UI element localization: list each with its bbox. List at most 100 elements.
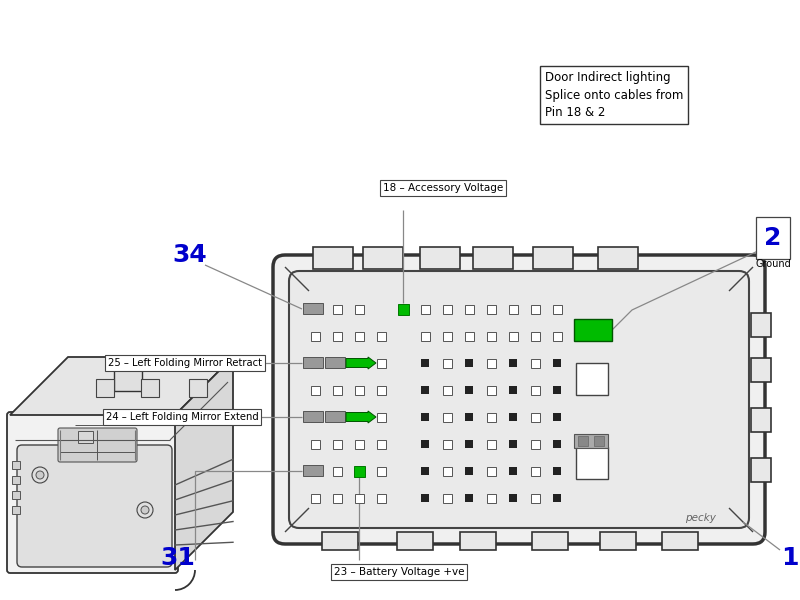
Bar <box>421 359 429 367</box>
Bar <box>553 359 561 367</box>
FancyBboxPatch shape <box>289 271 749 528</box>
Bar <box>532 532 568 550</box>
Bar <box>398 304 409 314</box>
Bar <box>377 439 386 449</box>
Bar <box>421 304 430 313</box>
Bar <box>509 386 517 394</box>
Bar <box>465 386 473 394</box>
Bar <box>442 493 451 503</box>
Bar <box>751 458 771 482</box>
Bar <box>486 493 495 503</box>
Bar <box>530 358 539 367</box>
Bar <box>421 467 429 475</box>
Bar <box>303 411 323 422</box>
Bar <box>751 408 771 432</box>
Bar <box>486 358 495 367</box>
Text: 2: 2 <box>764 226 782 250</box>
Bar <box>465 494 473 502</box>
FancyBboxPatch shape <box>273 255 765 544</box>
Bar <box>553 304 562 313</box>
Bar <box>465 331 474 340</box>
Bar <box>377 358 386 367</box>
Bar <box>578 436 588 446</box>
Circle shape <box>36 471 44 479</box>
FancyBboxPatch shape <box>58 428 137 462</box>
Bar <box>465 467 473 475</box>
Bar <box>12 476 20 484</box>
FancyArrow shape <box>346 411 376 423</box>
Bar <box>530 413 539 421</box>
Bar <box>600 532 636 550</box>
Bar <box>751 358 771 382</box>
Bar <box>421 331 430 340</box>
Bar <box>303 357 323 368</box>
Bar <box>12 506 20 514</box>
Bar <box>333 385 342 395</box>
Bar <box>141 379 158 397</box>
Bar <box>509 331 518 340</box>
Text: 31: 31 <box>161 546 195 570</box>
Bar <box>363 247 403 269</box>
Bar <box>354 439 363 449</box>
Polygon shape <box>10 357 233 415</box>
Bar <box>442 358 451 367</box>
Bar <box>442 304 451 313</box>
Bar <box>354 493 363 503</box>
Circle shape <box>141 506 149 514</box>
Text: 34: 34 <box>173 243 207 267</box>
Bar <box>486 385 495 395</box>
Bar <box>333 493 342 503</box>
Bar <box>576 447 608 479</box>
FancyBboxPatch shape <box>17 445 172 567</box>
Bar <box>486 413 495 421</box>
Bar <box>442 439 451 449</box>
Bar <box>303 465 323 476</box>
Bar <box>421 440 429 448</box>
Bar <box>509 413 517 421</box>
Bar <box>465 413 473 421</box>
Bar <box>333 331 342 340</box>
Bar <box>533 247 573 269</box>
Bar <box>310 331 319 340</box>
Bar <box>553 494 561 502</box>
Bar <box>354 466 365 476</box>
Text: 18 – Accessory Voltage: 18 – Accessory Voltage <box>383 183 503 193</box>
Bar <box>465 359 473 367</box>
Bar <box>574 319 612 341</box>
Bar <box>530 439 539 449</box>
Bar <box>509 304 518 313</box>
Bar <box>442 413 451 421</box>
Bar <box>509 440 517 448</box>
Bar <box>397 532 433 550</box>
Text: 23 – Battery Voltage +ve: 23 – Battery Voltage +ve <box>334 567 464 577</box>
Bar <box>12 491 20 499</box>
Bar <box>354 304 363 313</box>
Bar <box>486 467 495 475</box>
Bar <box>509 494 517 502</box>
Text: Door Indirect lighting
Splice onto cables from
Pin 18 & 2: Door Indirect lighting Splice onto cable… <box>545 70 683 119</box>
Bar <box>377 331 386 340</box>
Bar <box>310 493 319 503</box>
FancyBboxPatch shape <box>7 412 178 573</box>
Bar <box>751 313 771 337</box>
Bar <box>377 467 386 475</box>
Polygon shape <box>175 357 233 570</box>
Bar <box>553 413 561 421</box>
Bar <box>421 494 429 502</box>
Bar <box>530 467 539 475</box>
Bar <box>377 385 386 395</box>
Bar <box>530 331 539 340</box>
Bar <box>486 331 495 340</box>
Bar <box>442 331 451 340</box>
Bar <box>325 411 345 422</box>
Bar <box>12 461 20 469</box>
Text: Ground: Ground <box>755 259 791 269</box>
Text: 1: 1 <box>782 546 798 570</box>
Bar <box>303 303 323 314</box>
Bar <box>509 359 517 367</box>
Bar <box>465 304 474 313</box>
Bar <box>377 413 386 421</box>
Bar <box>442 385 451 395</box>
Bar <box>310 385 319 395</box>
Bar <box>354 331 363 340</box>
